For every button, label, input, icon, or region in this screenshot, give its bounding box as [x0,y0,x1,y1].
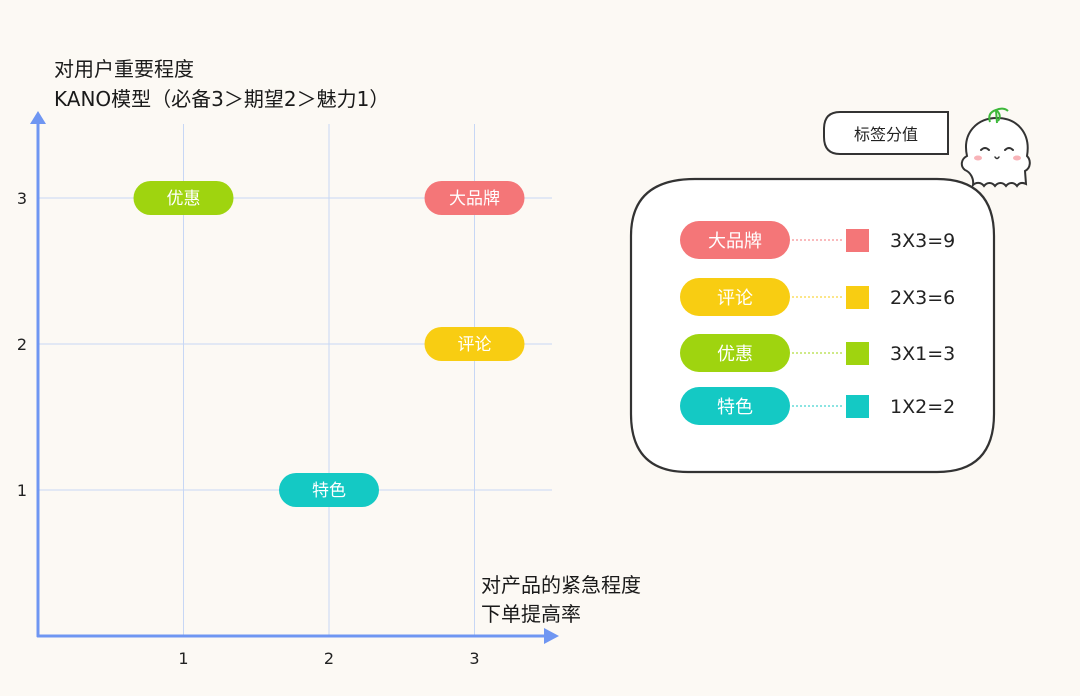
legend-pill [680,221,790,259]
legend-item-review: 评论 2X3=6 [680,278,955,316]
legend-card [629,177,996,474]
y-axis-arrow-icon [30,111,46,124]
y-tick-label: 3 [17,189,27,208]
tag-title-bubble [823,111,949,155]
legend-score: 2X3=6 [890,287,955,309]
chart-point-review: 评论 [424,327,525,361]
ghost-blush-left [974,155,982,161]
legend-pill [680,334,790,372]
legend-item-brand: 大品牌 3X3=9 [680,221,955,259]
legend-score: 3X1=3 [890,343,955,365]
x-tick-label: 2 [324,649,334,668]
ghost-eye-left [980,147,990,151]
ghost-blush-right [1013,155,1021,161]
y-tick-label: 1 [17,481,27,500]
ghost-body [960,116,1031,188]
chart-point-feature: 特色 [279,473,379,507]
legend-swatch [846,286,869,309]
chart-point-offer: 优惠 [133,181,234,215]
y-tick-label: 2 [17,335,27,354]
x-axis-arrow-icon [544,628,559,644]
legend-score: 1X2=2 [890,396,955,418]
legend-item-feature: 特色 1X2=2 [680,387,955,425]
ghost-mouth [994,156,1000,160]
chart-point-label: 大品牌 [449,189,500,209]
chart-point-label: 特色 [312,481,346,501]
chart-point-label: 优惠 [167,189,201,209]
legend-swatch [846,342,869,365]
chart-point-label: 评论 [458,335,492,355]
legend-label: 优惠 [717,344,753,365]
chart-point-pill [424,327,525,361]
legend-score: 3X3=9 [890,230,955,252]
sprout-stem-icon [995,107,1009,124]
chart-point-pill [424,181,525,215]
legend-label: 评论 [717,288,753,309]
ghost-eye-right [1004,147,1014,151]
chart-point-pill [133,181,234,215]
legend-pill [680,387,790,425]
x-tick-label: 3 [469,649,479,668]
legend-item-offer: 优惠 3X1=3 [680,334,955,372]
legend-swatch [846,229,869,252]
x-axis-title-line-2: 下单提高率 [481,602,581,626]
chart-point-brand: 大品牌 [424,181,525,215]
ghost-mascot-icon [960,107,1031,188]
legend-label: 特色 [717,397,753,418]
y-axis-title-line-1: 对用户重要程度 [54,57,194,81]
legend-swatch [846,395,869,418]
x-axis-title-line-1: 对产品的紧急程度 [481,573,641,597]
chart-point-pill [279,473,379,507]
x-tick-label: 1 [178,649,188,668]
legend-label: 大品牌 [708,231,762,252]
y-axis-title-line-2: KANO模型（必备3＞期望2＞魅力1） [54,87,390,111]
tag-title: 标签分值 [854,125,918,144]
legend-pill [680,278,790,316]
